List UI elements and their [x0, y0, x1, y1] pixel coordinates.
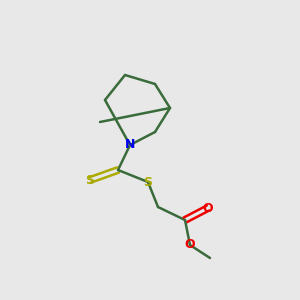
Text: O: O [185, 238, 195, 251]
Text: S: S [143, 176, 152, 188]
Text: S: S [85, 173, 94, 187]
Text: O: O [203, 202, 213, 214]
Text: N: N [125, 139, 135, 152]
